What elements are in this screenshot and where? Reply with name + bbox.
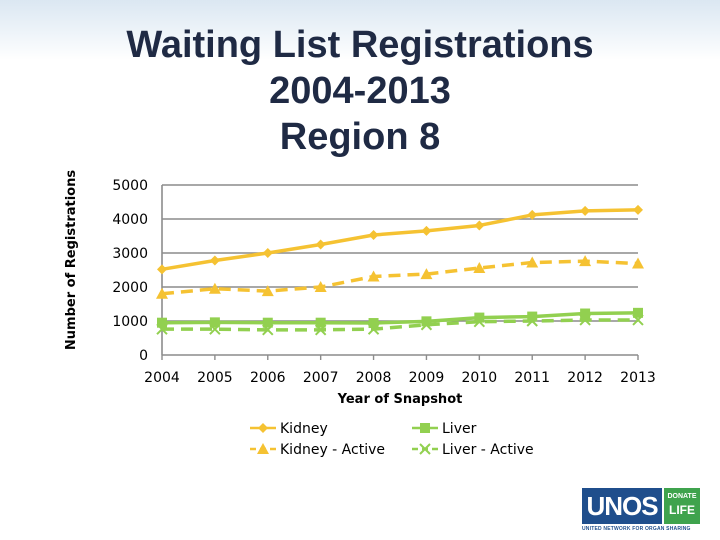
data-point — [632, 257, 644, 269]
legend-label: Kidney — [280, 421, 328, 437]
data-point — [209, 317, 220, 328]
data-point — [315, 239, 326, 250]
series-group — [156, 204, 644, 336]
data-point — [262, 317, 273, 328]
y-tick-label: 1000 — [112, 314, 148, 330]
data-point — [580, 205, 591, 216]
series-kidney — [157, 204, 643, 275]
x-axis-title: Year of Snapshot — [337, 392, 463, 407]
x-tick-label: 2006 — [250, 370, 286, 386]
y-tick-label: 4000 — [112, 212, 148, 228]
data-point — [633, 307, 643, 318]
x-tick-label: 2008 — [356, 370, 392, 386]
data-point — [421, 225, 432, 236]
x-tick-label: 2012 — [567, 370, 603, 386]
y-axis-title: Number of Registrations — [64, 170, 79, 350]
logo-donate-life: DONATE LIFE — [664, 488, 700, 524]
series-liver — [157, 307, 643, 329]
logo-donate-text: DONATE — [667, 493, 697, 500]
logo-subtitle: UNITED NETWORK FOR ORGAN SHARING — [582, 526, 691, 532]
legend-item: Liver — [412, 421, 477, 437]
data-point — [473, 261, 486, 273]
x-tick-label: 2004 — [144, 370, 180, 386]
data-point — [368, 229, 379, 240]
data-point — [579, 314, 591, 326]
data-point — [632, 314, 644, 326]
y-tick-label: 3000 — [112, 246, 148, 262]
data-point — [367, 323, 380, 335]
series-liver-active — [156, 314, 644, 336]
x-tick-label: 2005 — [197, 370, 233, 386]
y-tick-label: 5000 — [112, 178, 148, 194]
data-point — [527, 311, 538, 322]
data-point — [526, 256, 539, 268]
legend-item: Kidney — [250, 421, 328, 437]
data-point — [526, 315, 538, 327]
title-line-3: Region 8 — [279, 116, 441, 158]
tick-labels: 0 1000 2000 3000 4000 5000 2004 2005 2006 2007 200… — [112, 178, 655, 386]
unos-logo: UNOS DONATE LIFE UNITED NETWORK FOR ORGA… — [582, 488, 702, 532]
data-point — [156, 287, 168, 299]
legend-marker — [257, 443, 269, 454]
legend-marker — [419, 443, 431, 455]
logo-life-text: LIFE — [669, 503, 695, 517]
y-tick-label: 0 — [139, 348, 148, 364]
data-point — [367, 270, 380, 282]
logo-unos-text: UNOS — [582, 488, 662, 524]
data-point — [314, 281, 327, 292]
data-point — [474, 312, 485, 323]
data-point — [633, 204, 643, 215]
legend-item: Kidney - Active — [250, 442, 385, 458]
data-point — [368, 318, 379, 329]
legend-marker — [258, 423, 268, 433]
data-point — [157, 317, 167, 328]
series-line — [161, 311, 639, 325]
legend-item: Liver - Active — [412, 442, 534, 458]
data-point — [262, 324, 274, 336]
x-tick-label: 2013 — [620, 370, 656, 386]
data-point — [261, 285, 274, 297]
legend-label: Kidney - Active — [280, 442, 385, 458]
data-point — [314, 324, 327, 336]
series-kidney-active — [156, 255, 644, 299]
legend-marker — [420, 423, 430, 433]
y-tick-label: 2000 — [112, 280, 148, 296]
data-point — [156, 323, 168, 335]
data-point — [580, 308, 591, 319]
data-point — [474, 220, 485, 231]
series-line — [162, 318, 638, 332]
data-point — [473, 315, 486, 328]
grid-lines — [162, 184, 638, 322]
data-point — [579, 255, 592, 267]
legend-label: Liver — [442, 421, 477, 437]
series-line — [161, 259, 639, 296]
title-line-1: Waiting List Registrations — [126, 24, 594, 66]
title-line-2: 2004-2013 — [269, 70, 451, 112]
data-point — [527, 209, 538, 220]
series-line — [161, 208, 639, 272]
legend-label: Liver - Active — [442, 442, 534, 458]
x-tick-label: 2011 — [514, 370, 550, 386]
data-point — [209, 323, 221, 335]
data-point — [420, 319, 433, 331]
legend: Kidney Liver Kidney - Active Liver - Active — [250, 421, 534, 458]
chart-title: Waiting List Registrations 2004-2013 Reg… — [80, 22, 640, 160]
data-point — [262, 248, 273, 258]
data-point — [421, 316, 432, 327]
x-tick-label: 2007 — [303, 370, 339, 386]
data-point — [208, 282, 221, 294]
data-point — [420, 268, 433, 280]
header-band — [0, 0, 720, 60]
x-tick-label: 2009 — [409, 370, 445, 386]
data-point — [209, 255, 220, 266]
data-point — [315, 317, 326, 328]
x-tick-label: 2010 — [462, 370, 498, 386]
data-point — [157, 264, 167, 275]
